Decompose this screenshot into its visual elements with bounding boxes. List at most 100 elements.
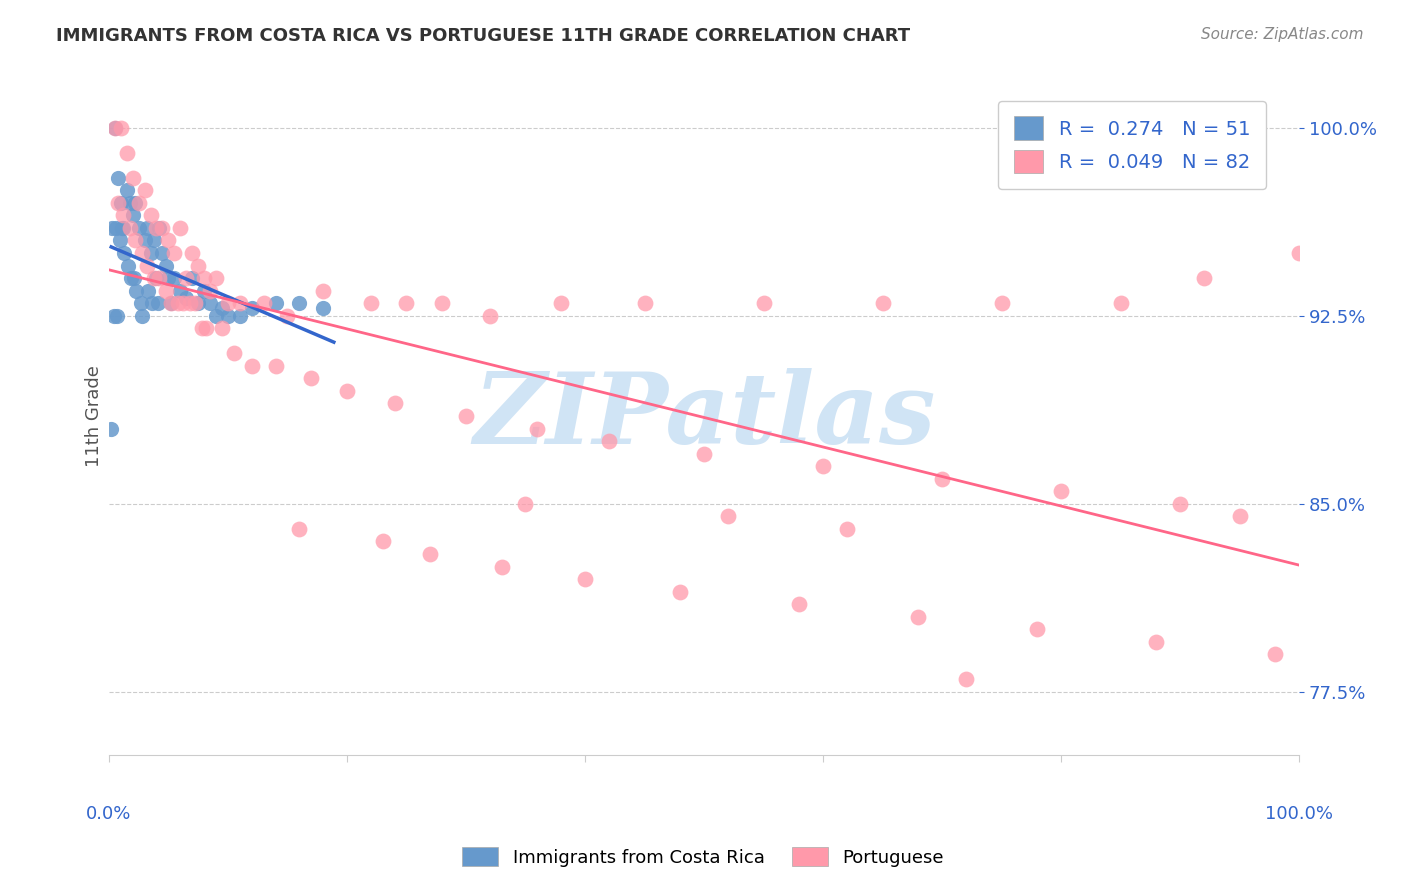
- Point: [187, 296, 209, 310]
- Point: [240, 301, 263, 315]
- Point: [145, 221, 167, 235]
- Point: [252, 296, 274, 310]
- Point: [211, 321, 233, 335]
- Point: [183, 296, 205, 310]
- Point: [187, 259, 209, 273]
- Point: [211, 301, 233, 315]
- Point: [1050, 484, 1073, 499]
- Point: [136, 221, 159, 235]
- Point: [121, 170, 143, 185]
- Point: [181, 271, 204, 285]
- Point: [155, 259, 177, 273]
- Point: [222, 346, 245, 360]
- Point: [125, 284, 148, 298]
- Point: [693, 447, 716, 461]
- Point: [167, 296, 190, 310]
- Point: [312, 284, 335, 298]
- Point: [120, 195, 142, 210]
- Point: [112, 246, 135, 260]
- Point: [155, 284, 177, 298]
- Point: [193, 271, 215, 285]
- Point: [198, 296, 221, 310]
- Point: [633, 296, 655, 310]
- Point: [179, 296, 201, 310]
- Point: [1192, 271, 1215, 285]
- Point: [134, 234, 156, 248]
- Point: [128, 195, 150, 210]
- Point: [122, 271, 145, 285]
- Point: [205, 271, 228, 285]
- Point: [526, 421, 548, 435]
- Point: [159, 296, 181, 310]
- Point: [174, 291, 197, 305]
- Point: [299, 371, 322, 385]
- Point: [136, 259, 159, 273]
- Point: [110, 120, 132, 135]
- Point: [1026, 622, 1049, 636]
- Point: [1168, 497, 1191, 511]
- Point: [491, 559, 513, 574]
- Point: [454, 409, 477, 423]
- Point: [515, 497, 537, 511]
- Point: [395, 296, 418, 310]
- Point: [117, 259, 139, 273]
- Legend: R =  0.274   N = 51, R =  0.049   N = 82: R = 0.274 N = 51, R = 0.049 N = 82: [998, 101, 1265, 189]
- Text: Source: ZipAtlas.com: Source: ZipAtlas.com: [1201, 27, 1364, 42]
- Point: [134, 183, 156, 197]
- Point: [104, 120, 127, 135]
- Point: [195, 321, 218, 335]
- Point: [205, 309, 228, 323]
- Point: [120, 221, 142, 235]
- Point: [371, 534, 394, 549]
- Point: [717, 509, 740, 524]
- Point: [1109, 296, 1132, 310]
- Point: [112, 221, 135, 235]
- Point: [787, 597, 810, 611]
- Point: [872, 296, 894, 310]
- Point: [105, 221, 128, 235]
- Point: [312, 301, 335, 315]
- Point: [159, 296, 181, 310]
- Point: [169, 284, 191, 298]
- Point: [229, 309, 252, 323]
- Point: [835, 522, 858, 536]
- Point: [112, 208, 135, 222]
- Point: [478, 309, 501, 323]
- Point: [131, 309, 153, 323]
- Point: [288, 522, 311, 536]
- Point: [229, 296, 252, 310]
- Point: [198, 284, 221, 298]
- Point: [115, 145, 138, 160]
- Point: [136, 284, 159, 298]
- Point: [124, 195, 146, 210]
- Point: [129, 296, 152, 310]
- Text: ZIPatlas: ZIPatlas: [472, 368, 935, 464]
- Point: [264, 359, 287, 373]
- Point: [217, 296, 239, 310]
- Point: [115, 183, 138, 197]
- Text: 0.0%: 0.0%: [86, 805, 132, 822]
- Point: [550, 296, 572, 310]
- Point: [931, 472, 953, 486]
- Point: [169, 221, 191, 235]
- Point: [121, 208, 143, 222]
- Point: [139, 208, 162, 222]
- Point: [1144, 634, 1167, 648]
- Point: [669, 584, 692, 599]
- Point: [907, 609, 929, 624]
- Point: [121, 271, 143, 285]
- Point: [163, 246, 186, 260]
- Text: 100.0%: 100.0%: [1265, 805, 1333, 822]
- Point: [145, 271, 167, 285]
- Point: [111, 221, 134, 235]
- Point: [336, 384, 359, 398]
- Point: [1264, 648, 1286, 662]
- Point: [419, 547, 441, 561]
- Point: [163, 271, 186, 285]
- Point: [143, 271, 166, 285]
- Point: [174, 271, 197, 285]
- Point: [157, 234, 180, 248]
- Y-axis label: 11th Grade: 11th Grade: [86, 365, 103, 467]
- Point: [574, 572, 596, 586]
- Point: [152, 246, 174, 260]
